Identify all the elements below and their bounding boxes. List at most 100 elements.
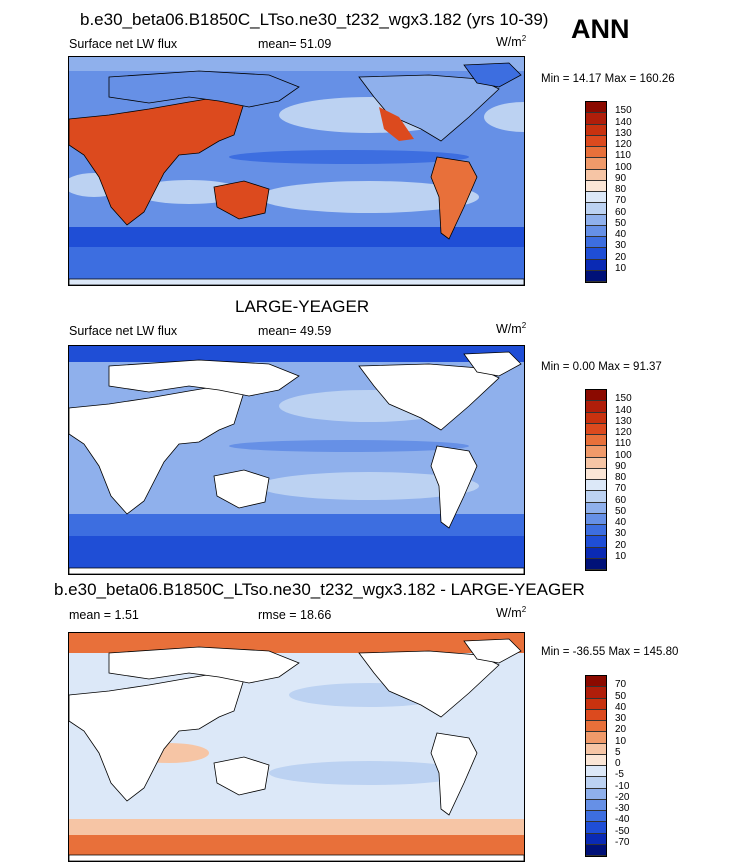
colorbar-swatch xyxy=(586,203,606,215)
colorbar-swatch xyxy=(586,547,606,559)
land-africa-eurasia xyxy=(69,672,245,802)
panel-1-map xyxy=(68,56,525,286)
colorbar-swatch xyxy=(586,525,606,537)
colorbar-swatch xyxy=(586,102,606,114)
colorbar-swatch xyxy=(586,709,606,721)
land-eurasia-north xyxy=(108,646,300,684)
colorbar-tick-label: 140 xyxy=(615,404,632,416)
land-africa-eurasia xyxy=(69,385,245,515)
colorbar-swatch xyxy=(586,676,606,688)
panel-1-variable-label: Surface net LW flux xyxy=(69,37,178,51)
subtropical-high-sp xyxy=(259,472,479,500)
colorbar-tick-label: 50 xyxy=(615,217,627,229)
panel-2-map xyxy=(68,345,525,575)
colorbar-swatch xyxy=(586,259,606,271)
colorbar-swatch xyxy=(586,401,606,413)
colorbar-swatch xyxy=(586,390,606,402)
colorbar-tick-label: 100 xyxy=(615,449,632,461)
southern-band-1 xyxy=(69,227,524,247)
colorbar-tick-label: 60 xyxy=(615,206,627,218)
colorbar-swatch xyxy=(586,799,606,811)
colorbar-swatch xyxy=(586,169,606,181)
colorbar-tick-label: 30 xyxy=(615,713,627,724)
colorbar-tick-label: -10 xyxy=(615,780,630,792)
panel-2-colorbar xyxy=(585,389,607,571)
land-australia xyxy=(213,469,270,509)
panel-3-colorbar xyxy=(585,675,607,857)
colorbar-tick-label: -30 xyxy=(615,803,630,814)
colorbar-swatch xyxy=(586,513,606,525)
colorbar-tick-label: 150 xyxy=(615,393,632,405)
colorbar-swatch xyxy=(586,844,606,856)
colorbar-tick-label: 90 xyxy=(615,460,627,472)
colorbar-tick-label: 130 xyxy=(615,415,632,427)
arctic-band xyxy=(69,57,524,71)
subtropical-high-natl xyxy=(484,102,524,132)
land-antarctica xyxy=(69,278,524,285)
colorbar-swatch xyxy=(586,225,606,237)
colorbar-tick-label: 40 xyxy=(615,701,627,713)
colorbar-tick-label: 0 xyxy=(615,758,621,769)
colorbar-swatch xyxy=(586,558,606,570)
colorbar-swatch xyxy=(586,754,606,766)
colorbar-tick-label: 70 xyxy=(615,679,627,691)
panel-1-title: b.e30_beta06.B1850C_LTso.ne30_t232_wgx3.… xyxy=(80,10,549,29)
colorbar-swatch xyxy=(586,480,606,492)
panel-3-colorbar-labels: 70 50 40 30 20 10 5 0 -5 -10 -20 -30 -40 -50 -70 xyxy=(615,674,655,854)
colorbar-tick-label: -50 xyxy=(615,825,630,837)
land-south-america xyxy=(430,445,478,529)
colorbar-tick-label: 90 xyxy=(615,172,627,184)
colorbar-tick-label: 120 xyxy=(615,139,632,150)
colorbar-swatch xyxy=(586,237,606,249)
colorbar-tick-label: 10 xyxy=(615,735,627,747)
colorbar-tick-label: 30 xyxy=(615,528,627,540)
panel-1-mean-label: mean= 51.09 xyxy=(258,37,332,51)
season-label: ANN xyxy=(571,14,630,44)
land-antarctica xyxy=(69,567,524,574)
colorbar-swatch xyxy=(586,192,606,204)
colorbar-swatch xyxy=(586,270,606,282)
itcz-band xyxy=(229,440,469,452)
panel-1-colorbar xyxy=(585,101,607,283)
land-nam-southwest xyxy=(379,107,414,141)
colorbar-swatch xyxy=(586,777,606,789)
colorbar-tick-label: 5 xyxy=(615,746,621,758)
colorbar-swatch xyxy=(586,766,606,778)
panel-3-rmse-label: rmse = 18.66 xyxy=(258,608,332,622)
colorbar-tick-label: 30 xyxy=(615,240,627,252)
land-africa-eurasia xyxy=(69,96,245,226)
land-greenland xyxy=(463,638,522,664)
colorbar-swatch xyxy=(586,423,606,435)
colorbar-tick-label: 130 xyxy=(615,127,632,139)
colorbar-swatch xyxy=(586,788,606,800)
colorbar-swatch xyxy=(586,698,606,710)
colorbar-tick-label: 40 xyxy=(615,229,627,240)
colorbar-tick-label: 120 xyxy=(615,427,632,438)
colorbar-tick-label: 50 xyxy=(615,505,627,517)
colorbar-tick-label: 100 xyxy=(615,161,632,173)
anomaly-sp xyxy=(269,761,469,785)
colorbar-swatch xyxy=(586,124,606,136)
colorbar-swatch xyxy=(586,457,606,469)
panel-1-colorbar-labels: 150 140 130 120 110 100 90 80 70 60 50 40 30 20 10 xyxy=(615,100,655,280)
colorbar-tick-label: 50 xyxy=(615,690,627,702)
colorbar-tick-label: 20 xyxy=(615,724,627,736)
colorbar-tick-label: 80 xyxy=(615,472,627,483)
colorbar-swatch xyxy=(586,214,606,226)
colorbar-tick-label: 10 xyxy=(615,550,627,562)
land-north-america xyxy=(358,363,500,431)
land-greenland xyxy=(463,62,522,88)
land-south-america xyxy=(430,732,478,816)
colorbar-swatch xyxy=(586,833,606,845)
panel-1-units: W/m2 xyxy=(496,34,527,50)
colorbar-swatch xyxy=(586,743,606,755)
panel-2-units: W/m2 xyxy=(496,321,527,337)
colorbar-swatch xyxy=(586,412,606,424)
colorbar-tick-label: 150 xyxy=(615,105,632,117)
colorbar-tick-label: 110 xyxy=(615,150,631,162)
colorbar-swatch xyxy=(586,491,606,503)
land-australia xyxy=(213,756,270,796)
arctic-band xyxy=(69,346,524,362)
colorbar-tick-label: 20 xyxy=(615,251,627,263)
colorbar-swatch xyxy=(586,158,606,170)
